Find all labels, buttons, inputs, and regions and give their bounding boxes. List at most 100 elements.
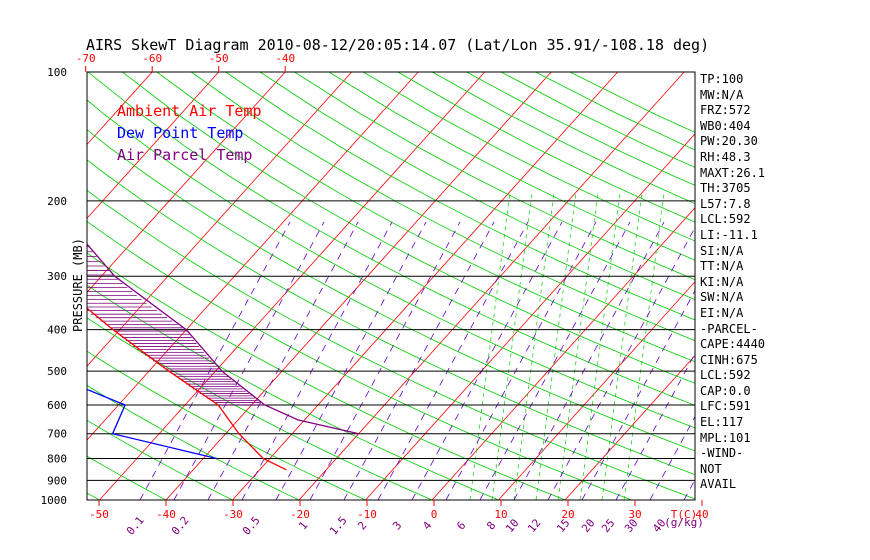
mixing-ratio-line <box>581 289 695 500</box>
pressure-tick-label: 900 <box>47 474 67 487</box>
mixing-ratio-tick-label: 6 <box>454 519 468 532</box>
pressure-tick-label: 600 <box>47 399 67 412</box>
mixing-ratio-tick-label: 20 <box>579 516 597 535</box>
mixing-ratio-tick-label: 12 <box>525 516 543 535</box>
dry-adiabat-line <box>87 72 695 406</box>
pressure-tick-label: 500 <box>47 365 67 378</box>
isotherm-line <box>365 133 695 500</box>
pressure-tick-label: 300 <box>47 270 67 283</box>
index-entry: LCL:592 <box>700 212 751 227</box>
series-air-parcel-temp <box>87 243 359 435</box>
index-entry: -WIND- <box>700 446 744 461</box>
dry-adiabat-line <box>259 72 695 301</box>
moist-adiabat-line <box>513 191 555 500</box>
mixing-ratio-tick-label: 8 <box>484 519 498 532</box>
moist-adiabat-line <box>557 191 599 500</box>
index-entry: LFC:591 <box>700 399 751 414</box>
mixing-ratio-line <box>275 221 427 500</box>
mixing-ratio-line <box>513 221 665 500</box>
series-dew-point-temp <box>87 388 217 460</box>
moist-adiabat-line <box>469 191 511 500</box>
dry-adiabat-line <box>87 419 233 500</box>
index-entry: FRZ:572 <box>700 103 751 118</box>
mixing-ratio-line <box>547 226 695 500</box>
mixing-ratio-line <box>445 221 597 500</box>
index-entry: -PARCEL- <box>700 321 758 336</box>
mixing-ratio-line <box>649 415 695 500</box>
isotherm-line <box>564 354 695 500</box>
mixing-ratio-unit-label: (g/kg) <box>664 516 704 529</box>
mixing-ratio-line <box>139 221 291 500</box>
dry-adiabat-line <box>87 129 695 452</box>
index-entry: TT:N/A <box>700 259 744 274</box>
dry-adiabat-line <box>191 72 695 342</box>
dry-adiabat-line <box>87 350 366 500</box>
stability-indices-panel: TP:100 MW:N/A FRZ:572 WB0:404 PW:20.30 RH:48.… <box>700 72 868 493</box>
index-entry: CINH:675 <box>700 352 758 367</box>
temp-axis-unit-label: T(C) <box>671 508 698 521</box>
index-entry: EI:N/A <box>700 305 744 320</box>
mixing-ratio-tick-label: 0.5 <box>240 514 263 538</box>
bottom-temp-tick-label: -30 <box>223 508 243 521</box>
mixing-ratio-tick-label: 1.5 <box>327 514 350 538</box>
pressure-tick-label: 200 <box>47 195 67 208</box>
legend-ambient-air-temp: Ambient Air Temp <box>117 102 262 120</box>
isotherm-line <box>0 72 19 500</box>
isotherm-line <box>498 281 695 500</box>
bottom-temp-tick-label: -50 <box>89 508 109 521</box>
moist-adiabat-line <box>579 191 621 500</box>
plot-frame <box>86 71 696 501</box>
dry-adiabat-line <box>87 159 695 476</box>
pressure-tick-label: 800 <box>47 453 67 466</box>
index-entry: AVAIL <box>700 477 737 492</box>
mixing-ratio-line <box>207 221 359 500</box>
dry-adiabat-line <box>156 72 695 363</box>
dry-adiabat-line <box>87 99 695 429</box>
bottom-temp-tick-label: -20 <box>290 508 310 521</box>
index-entry: WB0:404 <box>700 118 751 133</box>
index-entry: SI:N/A <box>700 243 744 258</box>
legend-dew-point-temp: Dew Point Temp <box>117 124 244 142</box>
dry-adiabat-line <box>87 252 566 500</box>
index-entry: MPL:101 <box>700 430 751 445</box>
series-ambient-air-temp <box>87 307 287 471</box>
index-entry: LI:-11.1 <box>700 227 758 242</box>
index-entry: PW:20.30 <box>700 134 758 149</box>
legend-air-parcel-temp: Air Parcel Temp <box>117 146 253 164</box>
dry-adiabat-line <box>0 72 33 500</box>
index-entry: RH:48.3 <box>700 149 751 164</box>
pressure-tick-label: 1000 <box>41 494 68 507</box>
bottom-temp-tick-label: -10 <box>357 508 377 521</box>
index-entry: TP:100 <box>700 72 744 86</box>
isotherm-line <box>87 72 419 441</box>
mixing-ratio-tick-label: 3 <box>390 519 404 532</box>
dry-adiabat-line <box>87 384 300 500</box>
top-temp-tick-label: -60 <box>142 52 162 65</box>
moist-adiabat-line <box>601 191 643 500</box>
dry-adiabat-line <box>87 221 632 500</box>
mixing-ratio-tick-label: 1 <box>296 519 310 532</box>
pressure-tick-label: 400 <box>47 324 67 337</box>
mixing-ratio-line <box>241 221 393 500</box>
chart-title: AIRS SkewT Diagram 2010-08-12/20:05:14.0… <box>86 36 710 54</box>
isotherm-line <box>87 72 219 219</box>
y-axis-label: PRESSURE (MB) <box>71 238 85 332</box>
index-entry: MAXT:26.1 <box>700 165 766 180</box>
top-temp-tick-label: -70 <box>76 52 96 65</box>
moist-adiabat-line <box>491 191 533 500</box>
bottom-temp-tick-label: -40 <box>156 508 176 521</box>
mixing-ratio-tick-label: 25 <box>599 516 617 535</box>
isotherm-line <box>298 72 685 500</box>
pressure-tick-label: 700 <box>47 428 67 441</box>
isotherm-line <box>99 72 485 500</box>
dry-adiabat-line <box>87 189 695 500</box>
mixing-ratio-tick-label: 2 <box>355 519 369 532</box>
index-entry: KI:N/A <box>700 274 744 289</box>
moist-adiabat-line <box>623 191 665 500</box>
isotherm-line <box>87 72 153 146</box>
isotherm-line <box>87 72 286 293</box>
bottom-temp-tick-label: 20 <box>561 508 574 521</box>
index-entry: SW:N/A <box>700 290 744 305</box>
dry-adiabat-line <box>87 284 499 500</box>
